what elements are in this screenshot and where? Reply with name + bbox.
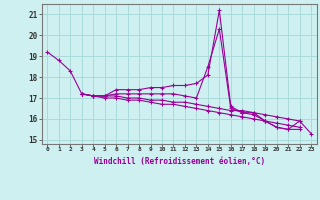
X-axis label: Windchill (Refroidissement éolien,°C): Windchill (Refroidissement éolien,°C) <box>94 157 265 166</box>
